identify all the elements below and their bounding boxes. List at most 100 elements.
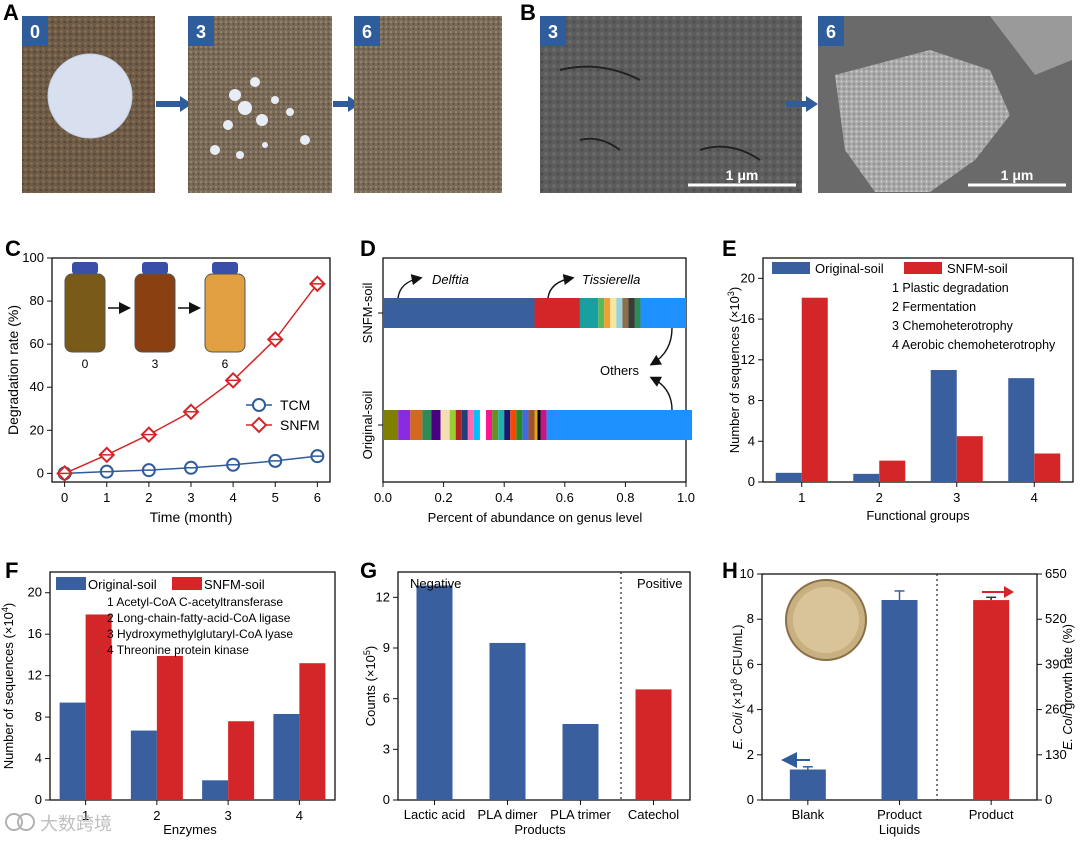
bar-segment: [510, 410, 517, 440]
legend-note: 2 Fermentation: [892, 300, 976, 314]
y-tick-label: 0: [35, 792, 42, 807]
y-axis-right-label: E. Coli growth rate (%): [1061, 624, 1075, 750]
bar-segment: [640, 298, 686, 328]
bar-original-soil: [853, 473, 880, 482]
y-tick-label: 40: [30, 379, 44, 394]
bar-segment: [431, 410, 441, 440]
x-tick-label: Product: [877, 807, 922, 822]
y-tick-label: 20: [30, 422, 44, 437]
legend-swatch-original: [56, 577, 86, 590]
bar-snfm-soil: [299, 663, 326, 800]
legend-label: TCM: [280, 397, 310, 413]
x-tick-label: 2: [876, 490, 883, 505]
panel-letter-e: E: [722, 236, 737, 261]
y-tick-label: 20: [741, 270, 755, 285]
bar-segment: [534, 298, 580, 328]
bar-segment: [540, 410, 547, 440]
y-tick-right-label: 260: [1045, 702, 1067, 717]
y-tick-label: 0: [383, 792, 390, 807]
legend-note: 4 Aerobic chemoheterotrophy: [892, 338, 1056, 352]
bar-segment: [383, 298, 535, 328]
x-axis-label: Products: [514, 822, 566, 837]
bottle-icon: [204, 262, 246, 353]
bar-segment: [516, 410, 523, 440]
x-tick-label: 0: [61, 490, 68, 505]
legend-label: Original-soil: [815, 261, 884, 276]
photo-label: 6: [362, 22, 372, 42]
arrow-icon: [649, 376, 673, 411]
bar-segment: [440, 410, 450, 440]
x-tick-label: 6: [314, 490, 321, 505]
bar: [489, 642, 526, 800]
sem-image-6: 6 1 μm: [818, 16, 1072, 193]
legend-note: 3 Chemoheterotrophy: [892, 319, 1014, 333]
bar-segment: [422, 410, 432, 440]
bar-segment: [610, 298, 617, 328]
x-tick-label: PLA dimer: [478, 807, 539, 822]
annotation-negative: Negative: [410, 576, 461, 591]
y-tick-label: 4: [35, 751, 42, 766]
photo-label: 6: [826, 22, 836, 42]
bar-e-coli: [789, 769, 826, 800]
bar-original-soil: [1008, 378, 1035, 482]
scale-bar-label: 1 μm: [1001, 167, 1034, 183]
x-tick-label: Blank: [792, 807, 825, 822]
y-tick-label: 9: [383, 640, 390, 655]
inset-label: 6: [222, 357, 229, 371]
y-tick-label: 16: [741, 311, 755, 326]
y-tick-right-label: 0: [1045, 792, 1052, 807]
bar-segment: [473, 410, 480, 440]
legend-swatch-snfm: [172, 577, 202, 590]
x-axis-label: Percent of abundance on genus level: [428, 510, 643, 525]
bar: [562, 724, 599, 800]
bar-segment: [604, 298, 611, 328]
y-tick-label: 6: [383, 691, 390, 706]
x-tick-label: 0.2: [435, 490, 453, 505]
y-tick-right-label: 520: [1045, 611, 1067, 626]
legend: Original-soil SNFM-soil 1 Acetyl-CoA C-a…: [56, 577, 293, 657]
arrow-icon: [649, 327, 673, 366]
legend: TCM SNFM: [246, 397, 320, 434]
y-tick-right-label: 650: [1045, 566, 1067, 581]
panel-letter-b: B: [520, 0, 536, 25]
x-tick-label: Catechol: [628, 807, 679, 822]
bar-segment: [498, 410, 505, 440]
bar-growth-rate: [973, 600, 1010, 800]
bar-segment: [579, 298, 599, 328]
y-axis-left-label: E. Coli (×108 CFU/mL): [729, 625, 745, 750]
bar-original-soil: [130, 730, 157, 800]
y-tick-label: 4: [748, 433, 755, 448]
plot-frame: [762, 257, 1074, 483]
bar-snfm-soil: [228, 721, 255, 800]
bar-original-soil: [930, 370, 957, 482]
x-tick-label: 1.0: [677, 490, 695, 505]
bar-snfm-soil: [956, 436, 983, 482]
panel-h: H Blank ProductLiquidsProduct024681001302…: [722, 558, 1075, 837]
photo-a-6: 6: [354, 16, 502, 193]
bar-segment: [616, 298, 623, 328]
legend-label: SNFM: [280, 417, 320, 433]
x-tick-label: 4: [296, 808, 303, 823]
bar-segment: [534, 410, 538, 440]
panel-letter-g: G: [360, 558, 377, 583]
legend: Original-soil SNFM-soil 1 Plastic degrad…: [772, 261, 1056, 352]
bar-original-soil: [775, 472, 802, 482]
bar-snfm-soil: [879, 460, 906, 482]
y-tick-left-label: 10: [740, 566, 754, 581]
inset-label: 0: [82, 357, 89, 371]
legend-note: 3 Hydroxymethylglutaryl-CoA lyase: [107, 627, 293, 641]
panel-letter-h: H: [722, 558, 738, 583]
y-tick-right-label: 390: [1045, 656, 1067, 671]
x-tick-label: Liquids: [879, 822, 921, 837]
bar-e-coli: [881, 599, 918, 800]
watermark: 大数跨境: [5, 813, 112, 834]
photo-a-0: 0: [22, 16, 155, 193]
bar-segment: [492, 410, 499, 440]
bar-segment: [537, 410, 541, 440]
legend-label: SNFM-soil: [947, 261, 1008, 276]
y-tick-left-label: 4: [747, 702, 754, 717]
bar-segment: [383, 410, 399, 440]
x-tick-label: 0.8: [616, 490, 634, 505]
